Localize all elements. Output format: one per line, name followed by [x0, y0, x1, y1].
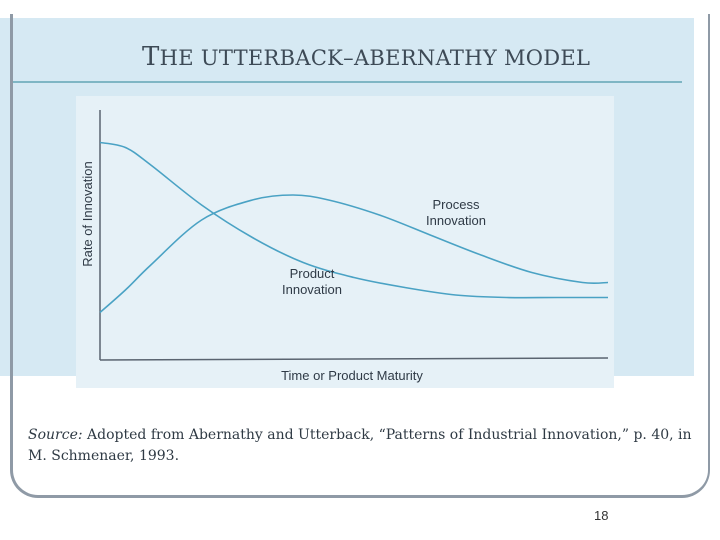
slide-title: THE UTTERBACK–ABERNATHY MODEL	[142, 42, 590, 72]
slide-photo-background: THE UTTERBACK–ABERNATHY MODEL Rate of In…	[0, 18, 694, 388]
title-underline	[10, 81, 682, 83]
series-label-process-innovation-line-2: Innovation	[426, 213, 486, 228]
source-text: Adopted from Abernathy and Utterback, “P…	[28, 427, 692, 464]
series-line-process-innovation	[99, 194, 609, 314]
chart-panel: Rate of Innovation Time or Product Matur…	[76, 96, 614, 388]
x-axis-line	[99, 357, 609, 361]
series-label-process-innovation-line-1: Process	[433, 197, 480, 212]
x-axis-label: Time or Product Maturity	[281, 368, 423, 383]
slide-title-lead: T	[142, 42, 160, 72]
slide-frame	[10, 14, 710, 498]
source-label: Source:	[28, 427, 83, 443]
source-citation: Source: Adopted from Abernathy and Utter…	[28, 425, 708, 467]
series-label-product-innovation-line-1: Product	[290, 266, 335, 281]
series-line-product-innovation	[99, 141, 608, 299]
page-number: 18	[594, 508, 609, 523]
slide-title-rest: HE UTTERBACK–ABERNATHY MODEL	[159, 46, 591, 70]
utterback-abernathy-chart: Rate of Innovation Time or Product Matur…	[80, 110, 609, 383]
series-label-product-innovation-line-2: Innovation	[282, 282, 342, 297]
series-group	[99, 141, 609, 314]
y-axis-label: Rate of Innovation	[80, 161, 95, 267]
